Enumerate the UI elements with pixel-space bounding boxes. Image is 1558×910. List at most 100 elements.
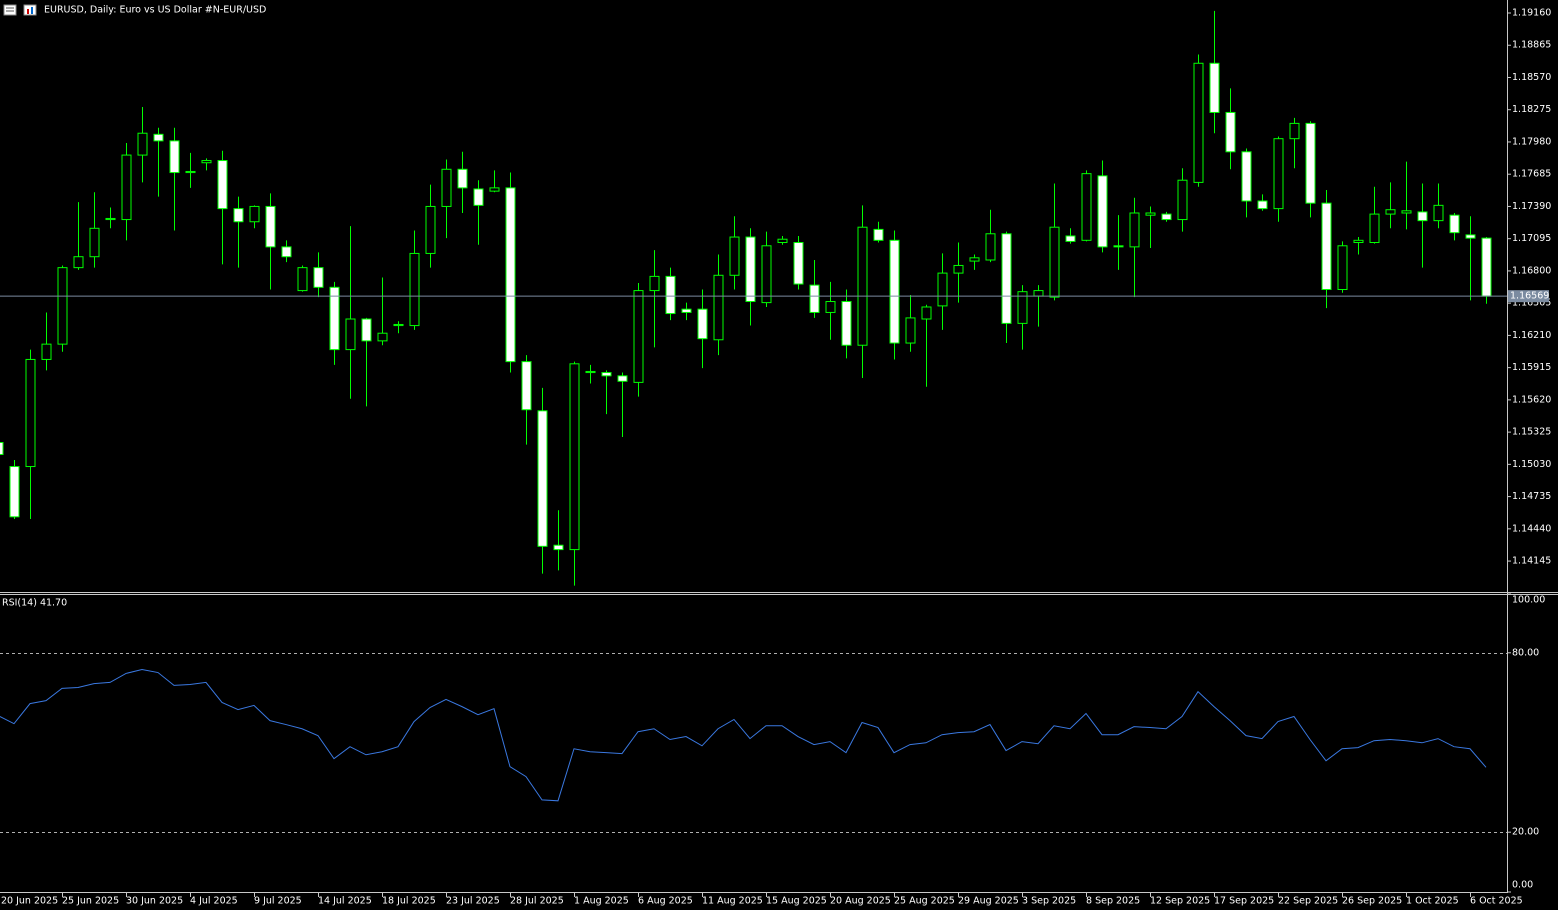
candle-body xyxy=(249,205,260,223)
candle-body xyxy=(1113,245,1124,248)
candle-body xyxy=(889,239,900,344)
icon-bar xyxy=(31,7,33,14)
candle-body xyxy=(425,205,436,254)
x-tick-label: 3 Sep 2025 xyxy=(1022,896,1076,907)
candle-body xyxy=(937,272,948,307)
y-tick-label: 1.14735 xyxy=(1512,491,1551,502)
x-tick-label: 8 Sep 2025 xyxy=(1086,896,1140,907)
y-tick-label: 1.16210 xyxy=(1512,330,1551,341)
y-tick-label: 1.17390 xyxy=(1512,201,1551,212)
current-price-box xyxy=(1508,290,1549,303)
x-tick-label: 4 Jul 2025 xyxy=(190,896,238,907)
x-tick-label: 15 Aug 2025 xyxy=(766,896,827,907)
candle-body xyxy=(489,187,500,192)
x-tick-label: 20 Aug 2025 xyxy=(830,896,891,907)
candle-body xyxy=(1033,290,1044,297)
candle-body xyxy=(1353,239,1364,244)
x-tick-label: 20 Jun 2025 xyxy=(1,896,58,907)
candle-body xyxy=(921,306,932,320)
x-tick-label: 1 Aug 2025 xyxy=(574,896,629,907)
y-tick-label: 1.14440 xyxy=(1512,523,1551,534)
candle-body xyxy=(1225,111,1236,153)
candle-body xyxy=(1433,204,1444,222)
y-tick-label: 1.14145 xyxy=(1512,556,1551,567)
candle-body xyxy=(1145,212,1156,216)
candle-body xyxy=(73,256,84,269)
candle-body xyxy=(761,245,772,304)
candle-body xyxy=(1209,62,1220,113)
y-tick-label: 0.00 xyxy=(1512,880,1533,891)
x-tick-label: 30 Jun 2025 xyxy=(126,896,183,907)
candle-body xyxy=(633,290,644,383)
x-tick-label: 17 Sep 2025 xyxy=(1214,896,1274,907)
y-tick-label: 80.00 xyxy=(1512,647,1539,658)
candle-body xyxy=(825,301,836,313)
candle-body xyxy=(537,410,548,547)
candle-body xyxy=(553,544,564,551)
candle-body xyxy=(713,274,724,341)
candle-body xyxy=(329,286,340,351)
candle-body xyxy=(1369,213,1380,244)
y-tick-label: 1.15915 xyxy=(1512,362,1551,373)
candle-body xyxy=(233,208,244,223)
candle-body xyxy=(377,332,388,342)
candle-body xyxy=(1257,200,1268,210)
candle-body xyxy=(89,227,100,258)
candle-body xyxy=(1337,245,1348,290)
candle-body xyxy=(617,375,628,382)
candle-body xyxy=(905,317,916,344)
candle-body xyxy=(841,301,852,346)
y-tick-label: 1.18865 xyxy=(1512,40,1551,51)
candle-body xyxy=(985,233,996,261)
candle-body xyxy=(857,226,868,346)
candle-body xyxy=(969,257,980,262)
header-icons xyxy=(3,4,37,16)
candle-body xyxy=(809,284,820,313)
x-tick-label: 14 Jul 2025 xyxy=(318,896,372,907)
y-tick-label: 1.15030 xyxy=(1512,459,1551,470)
candle-body xyxy=(1401,210,1412,214)
y-tick-label: 1.17980 xyxy=(1512,136,1551,147)
candle-body xyxy=(793,242,804,285)
candle-body xyxy=(1241,151,1252,202)
rsi-line xyxy=(0,669,1487,802)
candle-body xyxy=(25,358,36,468)
candle-body xyxy=(0,441,4,456)
candle-body xyxy=(665,275,676,315)
candle-body xyxy=(57,267,68,345)
y-tick-label: 1.17685 xyxy=(1512,169,1551,180)
candle-body xyxy=(121,154,132,221)
x-tick-label: 25 Aug 2025 xyxy=(894,896,955,907)
candle-body xyxy=(393,323,404,327)
y-tick-label: 1.18570 xyxy=(1512,72,1551,83)
y-tick-label: 1.16505 xyxy=(1512,298,1551,309)
candle-body xyxy=(137,132,148,156)
x-tick-label: 28 Jul 2025 xyxy=(510,896,564,907)
y-tick-label: 1.18275 xyxy=(1512,104,1551,115)
x-tick-label: 9 Jul 2025 xyxy=(254,896,302,907)
candle-body xyxy=(41,343,52,360)
candle-body xyxy=(409,252,420,327)
x-tick-label: 26 Sep 2025 xyxy=(1342,896,1402,907)
x-tick-label: 29 Aug 2025 xyxy=(958,896,1019,907)
icon-bar xyxy=(27,9,29,14)
candle-body xyxy=(1465,234,1476,239)
candle-body xyxy=(313,267,324,288)
candle-body xyxy=(1273,138,1284,210)
chart-title: EURUSD, Daily: Euro vs US Dollar #N-EUR/… xyxy=(44,5,266,16)
candle-body xyxy=(729,236,740,276)
candle-body xyxy=(505,187,516,363)
y-tick-label: 1.17095 xyxy=(1512,233,1551,244)
candle-body xyxy=(1177,179,1188,221)
candle-body xyxy=(361,318,372,342)
candle-body xyxy=(217,160,228,210)
candle-body xyxy=(697,308,708,340)
x-tick-label: 11 Aug 2025 xyxy=(702,896,763,907)
candle-body xyxy=(681,308,692,313)
x-tick-label: 22 Sep 2025 xyxy=(1278,896,1338,907)
x-tick-label: 25 Jun 2025 xyxy=(62,896,119,907)
candle-body xyxy=(1481,237,1492,297)
y-tick-label: 1.19160 xyxy=(1512,8,1551,19)
